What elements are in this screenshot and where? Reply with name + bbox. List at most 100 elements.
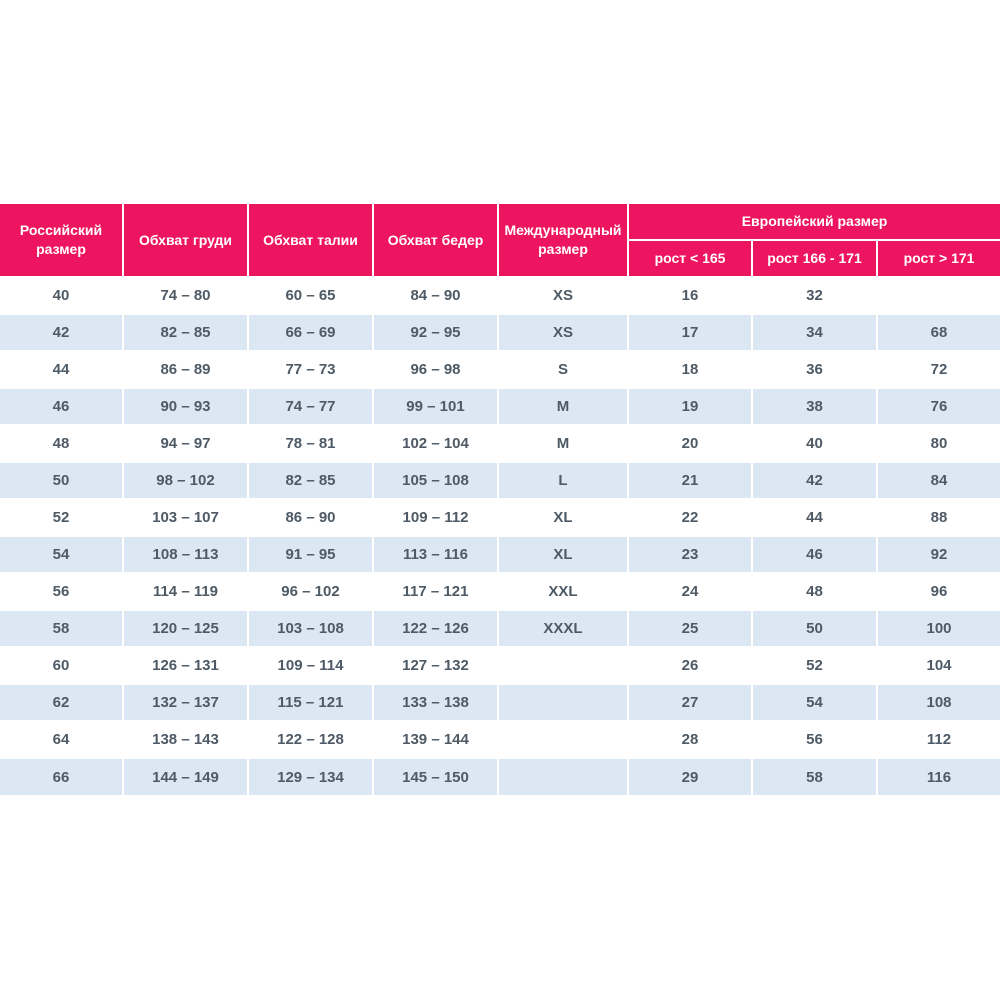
cell: 99 – 101 — [372, 387, 498, 425]
cell: L — [497, 461, 628, 499]
cell: 116 — [875, 757, 1000, 795]
col-header-waist: Обхват талии — [247, 204, 373, 277]
cell: 126 – 131 — [122, 646, 248, 684]
cell: 56 — [0, 572, 123, 610]
cell: 46 — [0, 387, 123, 425]
cell: 88 — [875, 498, 1000, 536]
cell: 16 — [627, 276, 752, 314]
cell: 120 – 125 — [122, 609, 248, 647]
col-header-hips: Обхват бедер — [372, 204, 498, 277]
cell: XXXL — [497, 609, 628, 647]
cell: 56 — [751, 720, 877, 758]
cell: 100 — [875, 609, 1000, 647]
cell: 103 – 108 — [247, 609, 373, 647]
cell: 27 — [627, 683, 752, 721]
cell: 52 — [0, 498, 123, 536]
cell: 133 – 138 — [372, 683, 498, 721]
cell: 17 — [627, 313, 752, 351]
cell: 117 – 121 — [372, 572, 498, 610]
cell: 82 – 85 — [247, 461, 373, 499]
header-row-top: Российский размер Обхват груди Обхват та… — [0, 204, 1000, 277]
table-row: 60 126 – 131 109 – 114 127 – 132 26 52 104 — [0, 646, 1000, 684]
cell: 115 – 121 — [247, 683, 373, 721]
cell: XXL — [497, 572, 628, 610]
col-header-height-lt-165: рост < 165 — [627, 239, 752, 277]
table-body: 40 74 – 80 60 – 65 84 – 90 XS 16 32 42 82 – 85 66… — [0, 276, 1000, 795]
table-row: 42 82 – 85 66 – 69 92 – 95 XS 17 34 68 — [0, 313, 1000, 351]
cell: 21 — [627, 461, 752, 499]
table-row: 48 94 – 97 78 – 81 102 – 104 M 20 40 80 — [0, 424, 1000, 462]
cell: 127 – 132 — [372, 646, 498, 684]
table-row: 56 114 – 119 96 – 102 117 – 121 XXL 24 48 96 — [0, 572, 1000, 610]
cell: 46 — [751, 535, 877, 573]
cell: 48 — [751, 572, 877, 610]
table-row: 66 144 – 149 129 – 134 145 – 150 29 58 116 — [0, 757, 1000, 795]
cell: 74 – 77 — [247, 387, 373, 425]
cell: 112 — [875, 720, 1000, 758]
cell: 96 – 102 — [247, 572, 373, 610]
cell: 105 – 108 — [372, 461, 498, 499]
col-header-european-size-group: Европейский размер — [626, 204, 1000, 240]
cell: 98 – 102 — [122, 461, 248, 499]
cell: XS — [497, 276, 628, 314]
table-row: 44 86 – 89 77 – 73 96 – 98 S 18 36 72 — [0, 350, 1000, 388]
cell: 66 – 69 — [247, 313, 373, 351]
cell: 122 – 128 — [247, 720, 373, 758]
cell: 24 — [627, 572, 752, 610]
col-header-russian-size: Российский размер — [0, 204, 123, 277]
cell: 20 — [627, 424, 752, 462]
cell: 108 – 113 — [122, 535, 248, 573]
cell: 42 — [751, 461, 877, 499]
cell: 54 — [0, 535, 123, 573]
cell: 29 — [627, 757, 752, 795]
cell: 19 — [627, 387, 752, 425]
cell: 68 — [875, 313, 1000, 351]
cell: 91 – 95 — [247, 535, 373, 573]
cell: 25 — [627, 609, 752, 647]
col-header-height-166-171: рост 166 - 171 — [751, 239, 877, 277]
cell: 84 – 90 — [372, 276, 498, 314]
cell: 86 – 89 — [122, 350, 248, 388]
cell: 44 — [751, 498, 877, 536]
cell: 32 — [751, 276, 877, 314]
table-row: 58 120 – 125 103 – 108 122 – 126 XXXL 25 50 100 — [0, 609, 1000, 647]
table-row: 62 132 – 137 115 – 121 133 – 138 27 54 108 — [0, 683, 1000, 721]
cell: 28 — [627, 720, 752, 758]
cell: M — [497, 424, 628, 462]
cell: 80 — [875, 424, 1000, 462]
cell: 108 — [875, 683, 1000, 721]
cell: 94 – 97 — [122, 424, 248, 462]
cell: 48 — [0, 424, 123, 462]
table-row: 64 138 – 143 122 – 128 139 – 144 28 56 112 — [0, 720, 1000, 758]
col-header-international-size: Международный размер — [497, 204, 628, 277]
cell: 109 – 112 — [372, 498, 498, 536]
cell: 40 — [751, 424, 877, 462]
cell: 104 — [875, 646, 1000, 684]
cell: XS — [497, 313, 628, 351]
cell: 36 — [751, 350, 877, 388]
size-chart-table: Российский размер Обхват груди Обхват та… — [0, 204, 1000, 795]
cell: 26 — [627, 646, 752, 684]
cell: M — [497, 387, 628, 425]
cell: XL — [497, 535, 628, 573]
cell: 66 — [0, 757, 123, 795]
cell: 90 – 93 — [122, 387, 248, 425]
cell: 42 — [0, 313, 123, 351]
table-row: 40 74 – 80 60 – 65 84 – 90 XS 16 32 — [0, 276, 1000, 314]
cell: 60 — [0, 646, 123, 684]
cell: 50 — [0, 461, 123, 499]
cell: 62 — [0, 683, 123, 721]
cell: 60 – 65 — [247, 276, 373, 314]
cell: 44 — [0, 350, 123, 388]
cell: S — [497, 350, 628, 388]
cell: 18 — [627, 350, 752, 388]
cell: 84 — [875, 461, 1000, 499]
cell: 78 – 81 — [247, 424, 373, 462]
cell: 92 — [875, 535, 1000, 573]
cell: 113 – 116 — [372, 535, 498, 573]
cell: 22 — [627, 498, 752, 536]
cell: 40 — [0, 276, 123, 314]
cell: 34 — [751, 313, 877, 351]
cell: 145 – 150 — [372, 757, 498, 795]
